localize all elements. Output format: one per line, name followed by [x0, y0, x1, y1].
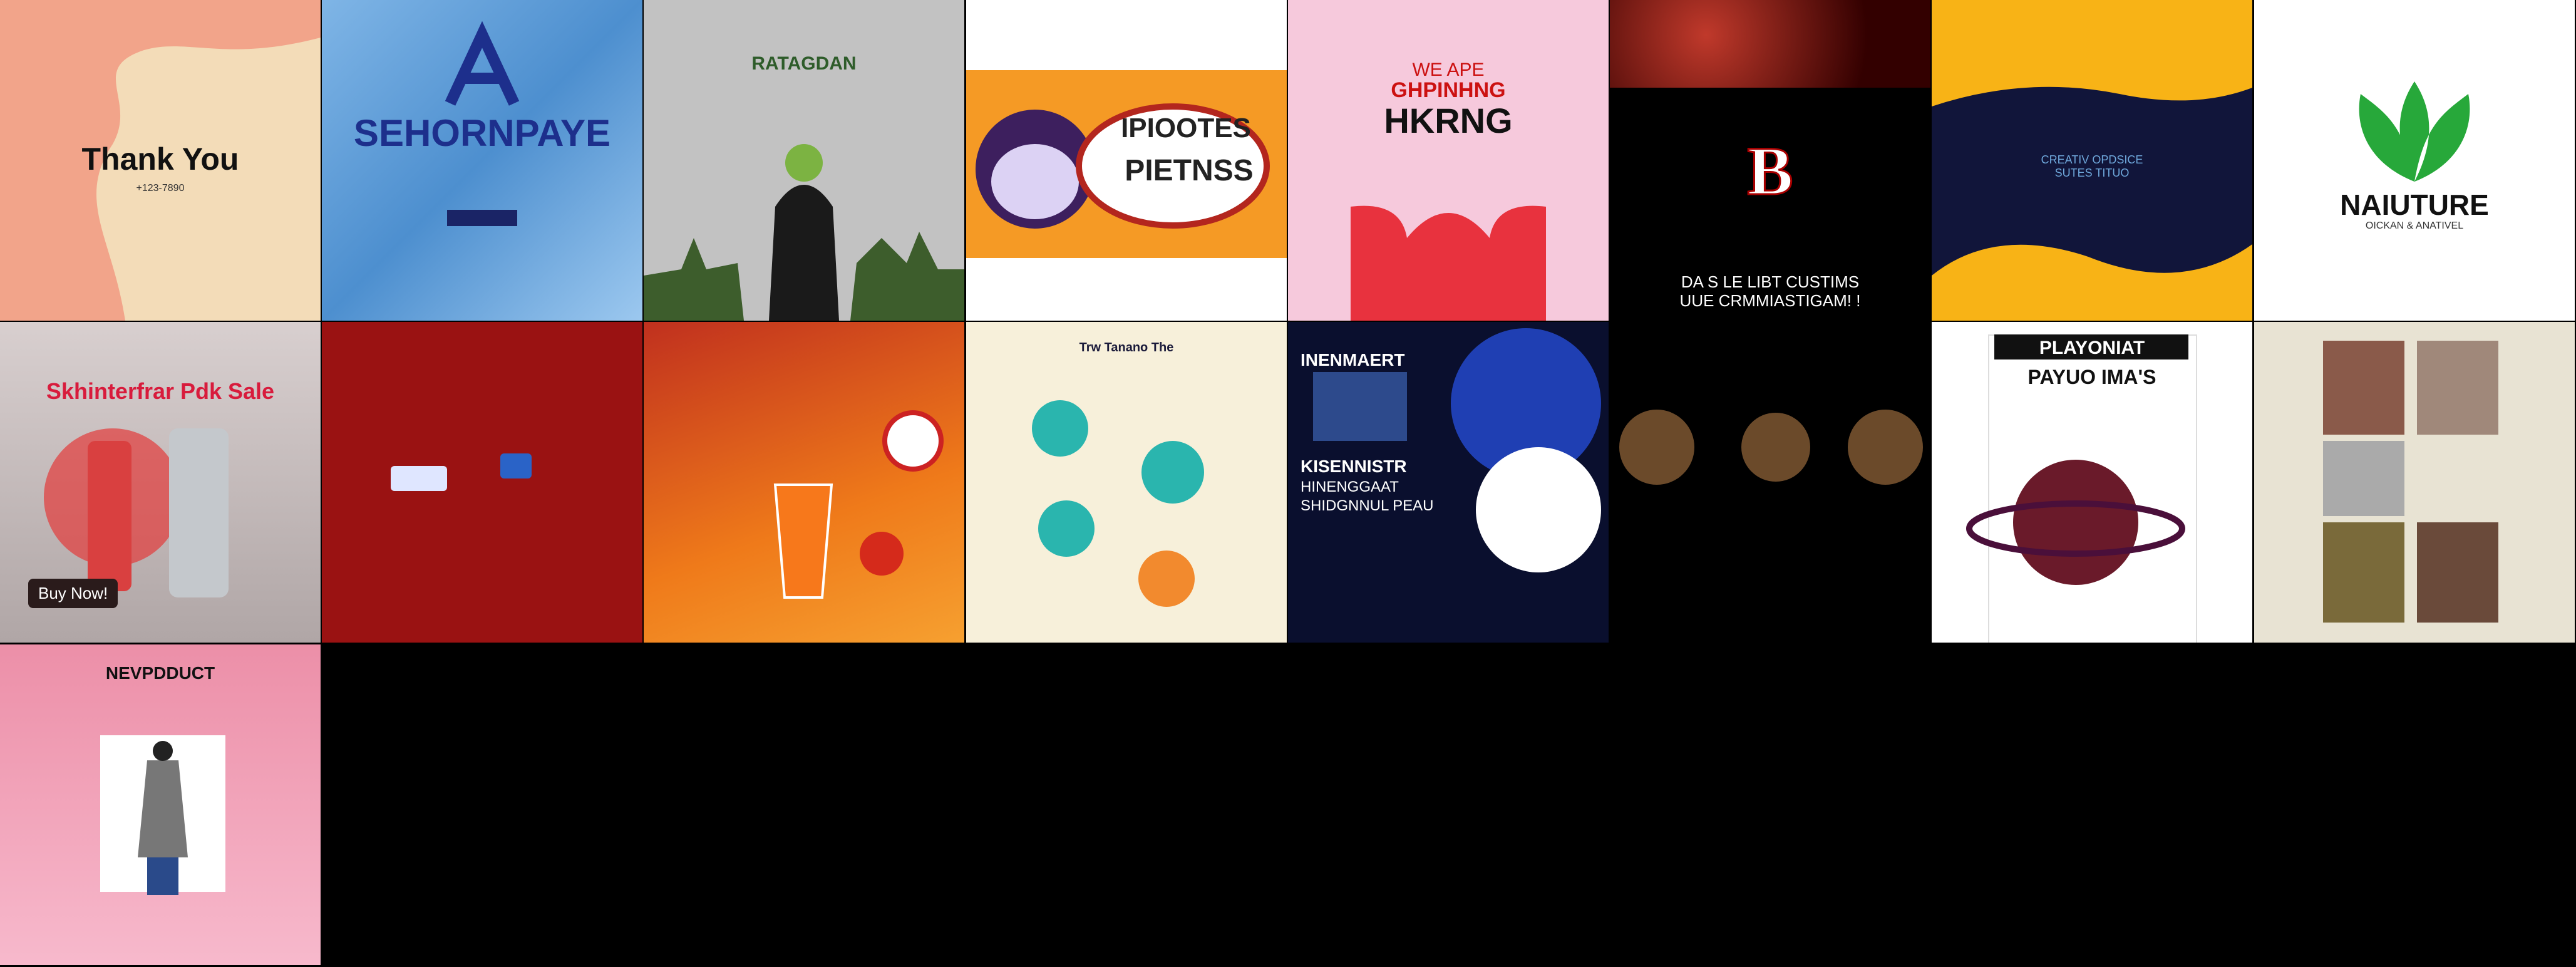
- text: CREATIV OPDSICE: [2041, 153, 2143, 166]
- tile: WE APE GHPINHNG HKRNG: [1288, 0, 1609, 321]
- decoration: [1966, 460, 2185, 585]
- button[interactable]: Buy Now!: [28, 579, 118, 608]
- text: NEVPDDUCT: [105, 663, 215, 683]
- tile: [322, 322, 642, 643]
- text: RATAGDAN: [751, 53, 857, 74]
- tile: NEVPDDUCT: [0, 644, 321, 965]
- text: HINENGGAAT: [1301, 478, 1399, 495]
- text: Trw Tanano The: [1079, 341, 1174, 354]
- text: UUE CRMMIASTIGAM! !: [1679, 291, 1861, 310]
- tile: B DA S LE LIBT CUSTIMS UUE CRMMIASTIGAM!…: [1610, 0, 1930, 321]
- decoration: [773, 410, 944, 599]
- tile: [1610, 322, 1930, 643]
- text: NAIUTURE: [2340, 189, 2489, 221]
- tile: IPIOOTES PIETNSS: [966, 0, 1287, 321]
- decoration: [44, 428, 229, 597]
- decoration: [1351, 205, 1546, 321]
- text: Skhinterfrar Pdk Sale: [46, 378, 275, 404]
- text: INENMAERT: [1301, 350, 1405, 370]
- tile: RATAGDAN: [644, 0, 964, 321]
- decoration: [1313, 328, 1601, 572]
- tile: Thank You +123-7890: [0, 0, 321, 321]
- tile: [2254, 322, 2575, 643]
- tile: SEHORNPAYE: [322, 0, 642, 321]
- band: [1994, 334, 2188, 359]
- text: B: [1746, 132, 1794, 210]
- text: DA S LE LIBT CUSTIMS: [1681, 272, 1860, 291]
- text: +123-7890: [136, 183, 185, 194]
- tile: NAIUTURE OICKAN & ANATIVEL: [2254, 0, 2575, 321]
- tile: CREATIV OPDSICE SUTES TITUO: [1932, 0, 2252, 321]
- text: SUTES TITUO: [2054, 167, 2130, 179]
- text: IPIOOTES: [1121, 113, 1251, 143]
- decoration: [1032, 400, 1204, 607]
- text: PAYUO IMA'S: [2027, 366, 2156, 388]
- decoration: [2323, 341, 2498, 623]
- text: PIETNSS: [1125, 154, 1254, 187]
- text: SEHORNPAYE: [353, 112, 611, 154]
- decoration: [976, 103, 1270, 229]
- decoration: [1610, 0, 1930, 88]
- tile: INENMAERT KISENNISTR HINENGGAAT SHIDGNNU…: [1288, 322, 1609, 643]
- text: OICKAN & ANATIVEL: [2365, 220, 2464, 231]
- decoration: [138, 741, 188, 895]
- decoration: [445, 21, 520, 226]
- decoration: [96, 38, 321, 321]
- decoration: [1932, 86, 2252, 276]
- tile: Skhinterfrar Pdk Sale Buy Now!: [0, 322, 321, 643]
- decoration: [2359, 81, 2470, 182]
- text: GHPINHNG: [1391, 78, 1506, 102]
- text: WE APE: [1412, 59, 1485, 80]
- decoration: [644, 144, 964, 321]
- tile: Trw Tanano The: [966, 322, 1287, 643]
- text: Thank You: [81, 142, 239, 177]
- decoration: [391, 453, 532, 491]
- text: SHIDGNNUL PEAU: [1301, 497, 1434, 514]
- text: KISENNISTR: [1301, 457, 1407, 476]
- text: HKRNG: [1384, 101, 1513, 140]
- tile: [644, 322, 964, 643]
- tile: PLAYONIAT PAYUO IMA'S: [1932, 322, 2252, 643]
- decoration: [1619, 410, 1923, 485]
- text: PLAYONIAT: [2039, 338, 2145, 358]
